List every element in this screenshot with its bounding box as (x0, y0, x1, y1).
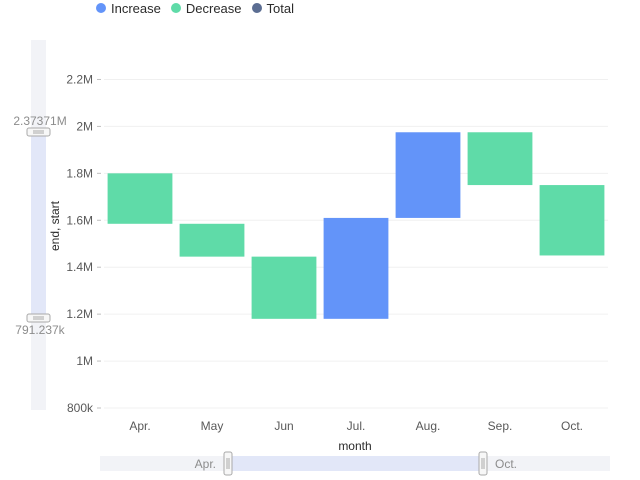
legend-marker-total (251, 3, 262, 13)
y-slider-range[interactable] (31, 132, 46, 318)
x-slider-range[interactable] (228, 456, 483, 471)
x-slider-end-label: Oct. (495, 457, 517, 471)
legend-item-decrease[interactable]: Decrease (170, 0, 242, 16)
x-axis: Apr. May Jun Jul. Aug. Sep. Oct. (129, 419, 583, 433)
x-tick-label: Sep. (488, 419, 513, 433)
x-tick-label: May (201, 419, 224, 433)
bar-decrease[interactable] (179, 223, 245, 257)
legend-label-decrease: Decrease (185, 0, 242, 16)
bar-decrease[interactable] (539, 185, 605, 256)
y-slider-handle-top[interactable] (26, 127, 51, 137)
bar-increase[interactable] (323, 217, 389, 319)
bar-increase[interactable] (395, 132, 461, 218)
y-axis: 800k 1M 1.2M 1.4M 1.6M 1.8M 2M 2.2M (66, 72, 101, 415)
bar-decrease[interactable] (107, 173, 173, 224)
x-tick-label: Aug. (416, 419, 441, 433)
y-tick-label: 1.4M (66, 260, 93, 274)
legend-item-increase[interactable]: Increase (96, 1, 161, 16)
y-tick-label: 1.2M (66, 307, 93, 321)
legend-item-total[interactable]: Total (251, 0, 294, 16)
x-slider-start-label: Apr. (195, 457, 216, 471)
y-axis-slider[interactable]: 2.37371M 791.237k (13, 40, 67, 410)
legend-marker-increase (96, 3, 106, 13)
y-tick-label: 1.6M (66, 213, 93, 227)
x-tick-label: Oct. (561, 419, 583, 433)
bar-decrease[interactable] (467, 132, 533, 186)
legend: Increase Decrease Total (96, 0, 294, 16)
legend-marker-decrease (170, 3, 181, 13)
x-axis-title: month (338, 439, 371, 453)
x-tick-label: Jun (274, 419, 293, 433)
y-tick-label: 1M (76, 354, 93, 368)
y-axis-title: end, start (48, 200, 62, 251)
legend-label-increase: Increase (111, 0, 161, 16)
x-slider-handle-end[interactable] (478, 451, 488, 476)
x-tick-label: Apr. (129, 419, 150, 433)
x-slider-handle-start[interactable] (223, 451, 233, 476)
x-tick-label: Jul. (347, 419, 366, 433)
y-tick-label: 1.8M (66, 166, 93, 180)
y-tick-label: 2M (76, 119, 93, 133)
y-slider-min-label: 791.237k (15, 323, 65, 337)
y-tick-label: 800k (67, 401, 94, 415)
y-tick-label: 2.2M (66, 72, 93, 86)
y-slider-max-label: 2.37371M (13, 114, 66, 128)
y-slider-handle-bottom[interactable] (26, 313, 51, 323)
x-axis-slider[interactable]: Apr. Oct. (100, 451, 610, 476)
bar-decrease[interactable] (251, 256, 317, 319)
legend-label-total: Total (266, 0, 294, 16)
bars (107, 132, 605, 319)
